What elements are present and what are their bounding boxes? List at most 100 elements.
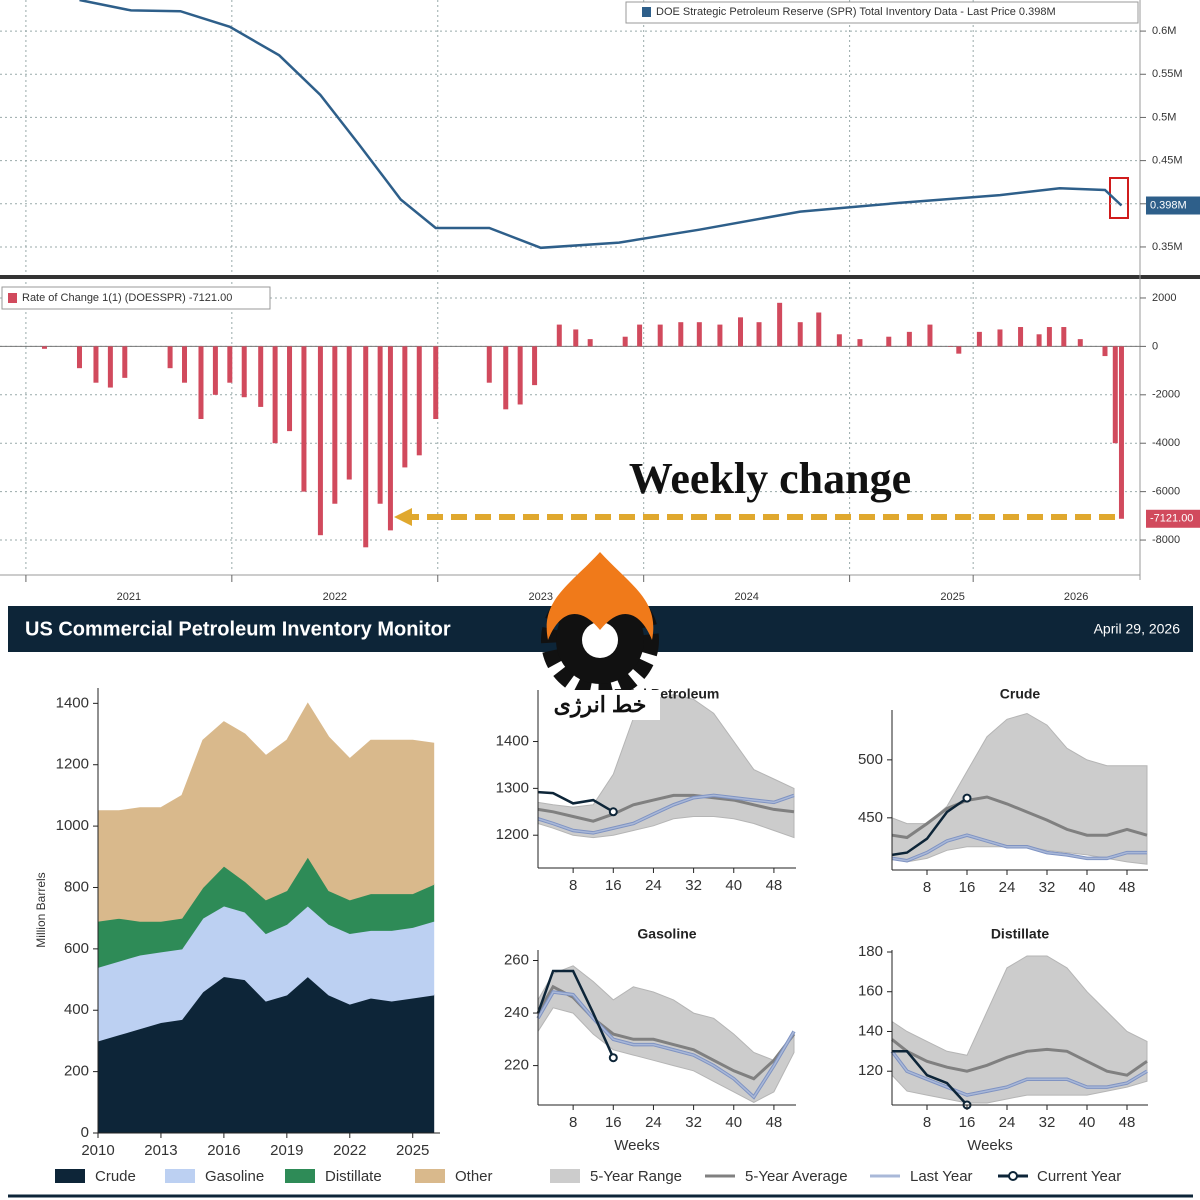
x-tick-label: 2024	[734, 591, 758, 603]
last-year-line-inner	[537, 794, 795, 834]
legend-swatch	[285, 1169, 315, 1183]
bar	[416, 346, 422, 456]
legend-label: 5-Year Average	[745, 1168, 848, 1185]
bar	[241, 346, 247, 398]
bar	[182, 346, 188, 383]
y-tick-label: 2000	[1152, 292, 1176, 304]
legend-swatch	[55, 1169, 85, 1183]
bar	[346, 346, 352, 480]
header-title: US Commercial Petroleum Inventory Monito…	[25, 618, 451, 640]
header-date: April 29, 2026	[1094, 621, 1181, 637]
x-tick-label: 48	[766, 877, 783, 894]
y-tick-label: 140	[858, 1022, 883, 1039]
bar	[363, 346, 369, 548]
x-axis-label: Weeks	[614, 1137, 660, 1154]
logo-hub	[582, 622, 618, 658]
bar	[906, 331, 912, 347]
y-tick-label: 1200	[56, 756, 89, 773]
y-tick-label: 600	[64, 940, 89, 957]
x-tick-label: 32	[685, 877, 702, 894]
legend-swatch	[642, 7, 651, 17]
bar	[93, 346, 99, 383]
legend-label: DOE Strategic Petroleum Reserve (SPR) To…	[656, 6, 1056, 18]
x-tick-label: 8	[923, 879, 931, 896]
line	[79, 0, 1123, 250]
bar	[76, 346, 82, 369]
x-tick-label: 40	[725, 1114, 742, 1131]
legend-box	[625, 1, 1139, 24]
y-tick-label: 260	[504, 951, 529, 968]
bar	[198, 346, 204, 420]
bar	[227, 346, 233, 383]
bar	[41, 346, 47, 349]
y-tick-label: 1300	[496, 779, 529, 796]
highlight-box	[1109, 177, 1129, 219]
logo-plate	[540, 690, 660, 720]
bar	[272, 346, 278, 444]
x-tick-label: 32	[1039, 879, 1056, 896]
panel-title: Gasoline	[637, 926, 696, 942]
current-year-line	[536, 969, 615, 1059]
bar	[587, 339, 593, 347]
x-axis-label: Weeks	[967, 1137, 1013, 1154]
x-tick-label: 2013	[144, 1142, 177, 1159]
last-value-tag	[1146, 509, 1200, 528]
last-value-tag	[1146, 196, 1200, 215]
bar	[1018, 327, 1024, 347]
bar	[836, 334, 842, 347]
y-tick-label: 500	[858, 751, 883, 768]
average-line	[891, 795, 1148, 840]
logo: خط انرژی	[540, 552, 660, 720]
x-tick-label: 32	[1039, 1114, 1056, 1131]
y-tick-label: -4000	[1152, 437, 1180, 449]
bar	[107, 346, 113, 388]
x-tick-label: 40	[725, 877, 742, 894]
x-tick-label: 8	[569, 877, 577, 894]
x-tick-label: 2021	[117, 591, 141, 603]
bar	[777, 302, 783, 347]
legend-swatch	[415, 1169, 445, 1183]
bar	[956, 346, 962, 354]
x-tick-label: 2010	[81, 1142, 114, 1159]
legend-label: Other	[455, 1168, 493, 1185]
y-tick-label: -2000	[1152, 389, 1180, 401]
last-year-line-inner	[891, 1050, 1148, 1096]
y-tick-label: 450	[858, 809, 883, 826]
y-tick-label: 160	[858, 983, 883, 1000]
y-tick-label: 1400	[496, 732, 529, 749]
y-tick-label: 400	[64, 1001, 89, 1018]
bar	[532, 346, 538, 386]
bar	[433, 346, 439, 420]
x-tick-label: 2016	[207, 1142, 240, 1159]
annotation: Weekly change	[629, 454, 911, 503]
x-tick-label: 2026	[1064, 591, 1088, 603]
y-tick-label: 0.45M	[1152, 155, 1183, 167]
logo-text: خط انرژی	[554, 692, 647, 718]
bar	[212, 346, 218, 395]
bar	[301, 346, 307, 492]
last-year-line-inner	[537, 991, 795, 1099]
bar	[717, 324, 723, 347]
average-line	[537, 793, 795, 823]
bar	[857, 339, 863, 347]
y-tick-label: 0	[1152, 340, 1158, 352]
bar	[997, 329, 1003, 347]
bar	[1046, 327, 1052, 347]
last-year-line-inner	[891, 834, 1147, 862]
y-tick-label: 0	[81, 1124, 89, 1141]
bar	[377, 346, 383, 504]
bar	[1061, 327, 1067, 347]
bar	[1112, 346, 1118, 444]
x-tick-label: 16	[959, 879, 976, 896]
range-band	[537, 694, 795, 839]
y-tick-label: 220	[504, 1057, 529, 1074]
bar	[976, 331, 982, 347]
y-tick-label: -8000	[1152, 534, 1180, 546]
x-tick-label: 16	[959, 1114, 976, 1131]
bar	[258, 346, 264, 407]
bar	[622, 336, 628, 347]
legend-label: 5-Year Range	[590, 1168, 682, 1185]
current-year-line	[892, 1050, 968, 1106]
legend-label: Crude	[95, 1168, 136, 1185]
